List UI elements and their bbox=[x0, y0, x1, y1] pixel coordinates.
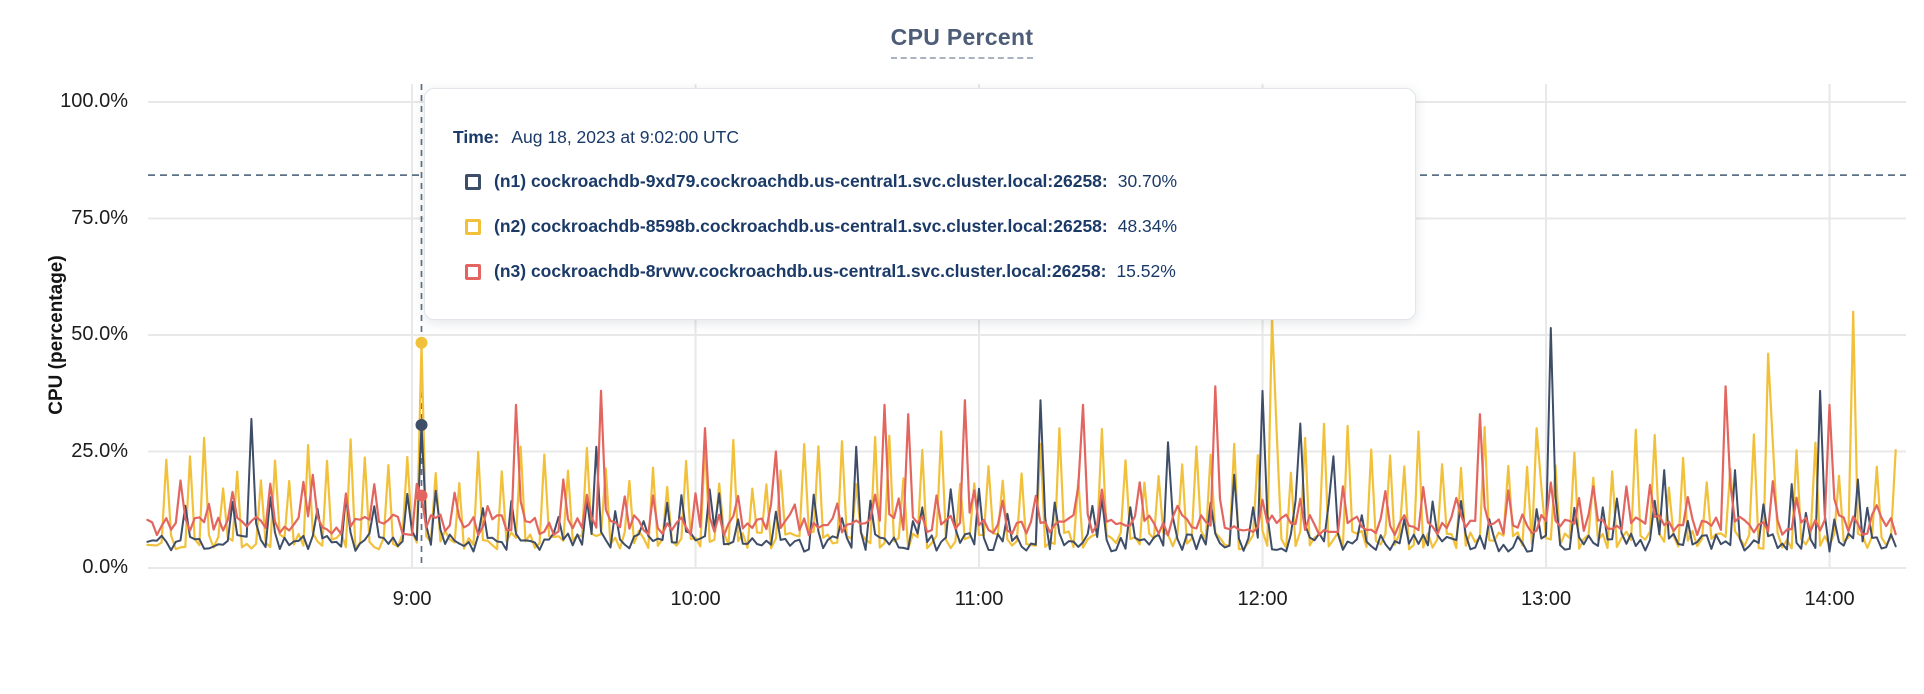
x-tick-12:00: 12:00 bbox=[1237, 588, 1288, 610]
tooltip-series-label: (n2) cockroachdb-8598b.cockroachdb.us-ce… bbox=[494, 216, 1108, 236]
tooltip-series-label: (n3) cockroachdb-8rvwv.cockroachdb.us-ce… bbox=[494, 261, 1107, 281]
selected-point-n3 bbox=[415, 489, 428, 502]
series-line-n3 bbox=[146, 385, 1897, 537]
y-tick-75: 75.0% bbox=[71, 206, 128, 229]
y-tick-0: 0.0% bbox=[82, 556, 128, 578]
y-tick-100: 100.0% bbox=[60, 90, 128, 112]
x-tick-13:00: 13:00 bbox=[1521, 588, 1572, 610]
x-tick-10:00: 10:00 bbox=[670, 588, 721, 610]
selected-point-n2 bbox=[415, 336, 428, 349]
tooltip-row-n1: (n1) cockroachdb-9xd79.cockroachdb.us-ce… bbox=[465, 159, 1177, 204]
tooltip-time-label: Time: bbox=[453, 127, 500, 147]
chart-title-row: CPU Percent bbox=[0, 24, 1924, 59]
y-tick-25: 25.0% bbox=[71, 439, 128, 462]
chart-tooltip: Time: Aug 18, 2023 at 9:02:00 UTC (n1) co… bbox=[424, 88, 1416, 320]
tooltip-time-value: Aug 18, 2023 at 9:02:00 UTC bbox=[511, 127, 740, 147]
tooltip-series-rows: (n1) cockroachdb-9xd79.cockroachdb.us-ce… bbox=[465, 159, 1177, 294]
chart-title[interactable]: CPU Percent bbox=[890, 24, 1034, 59]
tooltip-series-label: (n1) cockroachdb-9xd79.cockroachdb.us-ce… bbox=[494, 171, 1108, 191]
tooltip-row-n3: (n3) cockroachdb-8rvwv.cockroachdb.us-ce… bbox=[465, 249, 1177, 294]
series-swatch-icon bbox=[465, 173, 481, 190]
x-tick-11:00: 11:00 bbox=[954, 588, 1004, 610]
y-tick-50: 50.0% bbox=[71, 323, 128, 345]
tooltip-row-n2: (n2) cockroachdb-8598b.cockroachdb.us-ce… bbox=[465, 204, 1177, 249]
x-tick-9:00: 9:00 bbox=[392, 588, 432, 610]
tooltip-time-row: Time: Aug 18, 2023 at 9:02:00 UTC bbox=[453, 127, 739, 148]
tooltip-series-value: 48.34% bbox=[1117, 216, 1178, 236]
x-tick-14:00: 14:00 bbox=[1804, 588, 1855, 610]
series-line-n1 bbox=[146, 327, 1897, 553]
tooltip-series-value: 15.52% bbox=[1116, 261, 1176, 281]
series-swatch-icon bbox=[465, 263, 481, 280]
selected-point-n1 bbox=[415, 418, 428, 431]
series-swatch-icon bbox=[465, 218, 481, 235]
tooltip-series-value: 30.70% bbox=[1117, 171, 1178, 191]
